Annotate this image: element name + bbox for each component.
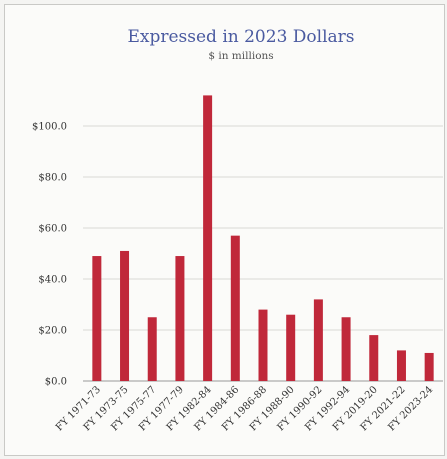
bar — [369, 335, 379, 381]
bar — [341, 317, 351, 381]
bar — [175, 256, 185, 381]
y-tick-label: $60.0 — [38, 224, 67, 235]
y-tick-label: $20.0 — [38, 326, 67, 337]
y-tick-label: $0.0 — [45, 377, 67, 388]
bars — [92, 95, 434, 382]
bar — [147, 317, 157, 381]
bar — [92, 256, 102, 381]
chart-subtitle: $ in millions — [208, 50, 273, 62]
gridlines — [83, 125, 443, 382]
bar — [424, 352, 434, 381]
bar — [120, 250, 130, 381]
bar — [203, 95, 213, 382]
bar — [396, 350, 406, 381]
chart-frame: Expressed in 2023 Dollars $ in millions … — [4, 4, 445, 456]
bar — [258, 309, 268, 381]
y-axis-ticks: $0.0 $20.0 $40.0 $60.0 $80.0 $100.0 — [32, 122, 67, 388]
y-tick-label: $40.0 — [38, 275, 67, 286]
bar — [230, 235, 240, 381]
bar — [313, 299, 323, 381]
y-tick-label: $80.0 — [38, 173, 67, 184]
bar — [286, 314, 296, 381]
bar-chart: Expressed in 2023 Dollars $ in millions … — [32, 27, 443, 433]
chart-title: Expressed in 2023 Dollars — [127, 27, 354, 47]
y-tick-label: $100.0 — [32, 122, 67, 133]
